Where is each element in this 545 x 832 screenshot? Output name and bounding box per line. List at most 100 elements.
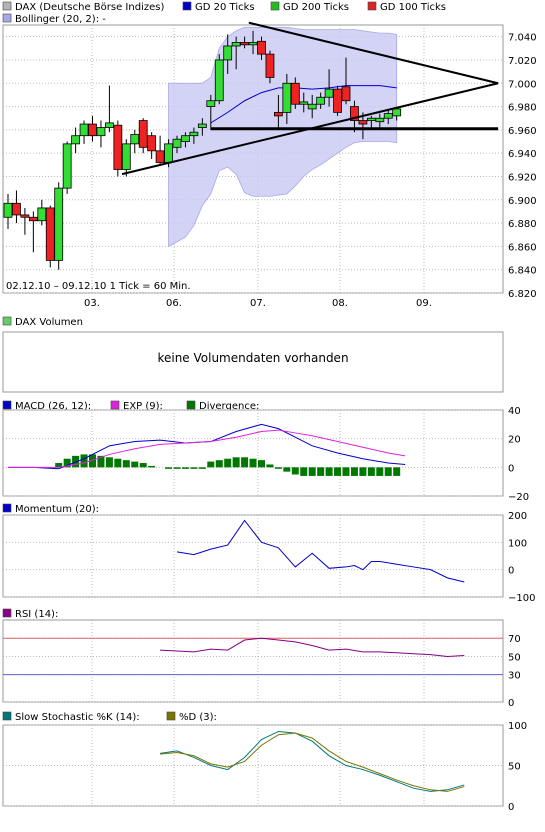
candle xyxy=(223,45,233,61)
candle xyxy=(273,111,283,117)
macd-divergence-bar xyxy=(97,455,105,468)
main-y-tick: 6.820 xyxy=(508,289,537,300)
main-y-tick: 6.960 xyxy=(508,126,537,137)
candle xyxy=(20,214,30,218)
macd-divergence-bar xyxy=(232,457,240,468)
rsi-y-tick: 0 xyxy=(508,698,514,709)
candle xyxy=(341,86,351,102)
macd-legend-label-0: MACD (26, 12): xyxy=(15,401,91,412)
stoch-series-0 xyxy=(160,730,465,792)
candle xyxy=(375,117,385,123)
candle xyxy=(130,134,140,145)
stoch-y-tick: 100 xyxy=(508,721,527,732)
macd-divergence-bar xyxy=(131,461,139,468)
rsi-y-tick: 30 xyxy=(508,671,521,682)
macd-divergence-bar xyxy=(165,467,173,469)
candle xyxy=(358,120,368,125)
momentum-series-0 xyxy=(176,519,465,583)
macd-divergence-bar xyxy=(376,467,384,476)
macd-divergence-bar xyxy=(249,458,257,468)
macd-divergence-bar xyxy=(258,460,265,468)
candle xyxy=(45,207,55,261)
macd-divergence-bar xyxy=(181,467,189,469)
macd-divergence-bar xyxy=(89,454,96,468)
volume-legend-label: DAX Volumen xyxy=(15,317,83,328)
candle xyxy=(164,143,173,163)
candle xyxy=(392,108,402,117)
macd-divergence-bar xyxy=(63,458,71,468)
candle xyxy=(307,103,317,110)
candle xyxy=(28,216,38,222)
stoch-legend-swatch-1 xyxy=(166,711,176,721)
macd-divergence-bar xyxy=(393,467,401,476)
x-tick: 09. xyxy=(416,298,432,309)
candle xyxy=(147,135,157,152)
momentum-y-tick: −100 xyxy=(508,593,535,604)
main-y-tick: 6.840 xyxy=(508,266,537,277)
x-tick: 08. xyxy=(332,298,348,309)
bollinger-legend-swatch xyxy=(2,13,12,23)
candle xyxy=(172,138,182,148)
stoch-y-tick: 0 xyxy=(508,802,514,813)
momentum-y-tick: 100 xyxy=(508,538,527,549)
stoch-legend-label-1: %D (3): xyxy=(179,712,217,723)
candle xyxy=(189,131,199,137)
rsi-legend-label: RSI (14): xyxy=(15,609,58,620)
date-range: 02.12.10 – 09.12.10 1 Tick = 60 Min. xyxy=(6,281,191,292)
candle xyxy=(240,42,250,46)
rsi-series-0 xyxy=(160,637,465,657)
macd-divergence-bar xyxy=(114,458,122,468)
macd-divergence-bar xyxy=(308,467,316,476)
main-legend-swatch-1 xyxy=(182,1,192,11)
candle xyxy=(181,135,190,142)
rsi-panel xyxy=(2,619,504,703)
candle xyxy=(155,150,165,163)
candle xyxy=(290,82,300,105)
macd-divergence-bar xyxy=(80,454,88,468)
macd-divergence-bar xyxy=(122,460,130,468)
candle xyxy=(197,123,207,128)
macd-legend-label-2: Divergence: xyxy=(199,401,259,412)
candle xyxy=(299,101,309,105)
momentum-panel xyxy=(2,514,504,598)
macd-y-tick: 0 xyxy=(508,463,514,474)
macd-divergence-bar xyxy=(359,467,367,476)
momentum-y-tick: 200 xyxy=(508,511,527,522)
candle xyxy=(316,96,326,105)
main-legend-label-0: DAX (Deutsche Börse Indizes) xyxy=(15,2,164,13)
macd-divergence-bar xyxy=(317,467,325,476)
candle xyxy=(333,88,342,113)
macd-legend-label-1: EXP (9): xyxy=(123,401,163,412)
bollinger-band xyxy=(168,26,398,248)
macd-divergence-bar xyxy=(55,463,63,468)
main-y-tick: 6.940 xyxy=(508,149,537,160)
macd-divergence-bar xyxy=(300,467,308,476)
macd-divergence-bar xyxy=(241,457,249,468)
macd-legend-swatch-1 xyxy=(110,400,120,410)
candle xyxy=(79,123,89,137)
macd-divergence-bar xyxy=(274,467,282,469)
candle xyxy=(282,82,292,113)
macd-divergence-bar xyxy=(325,467,333,476)
candle xyxy=(121,143,131,170)
candle xyxy=(265,53,275,78)
macd-divergence-bar xyxy=(207,461,215,468)
momentum-y-tick: 0 xyxy=(508,566,514,577)
macd-divergence-bar xyxy=(105,457,113,468)
macd-divergence-bar xyxy=(173,467,181,469)
macd-legend-swatch-0 xyxy=(2,400,12,410)
momentum-legend-label: Momentum (20): xyxy=(15,504,99,515)
main-y-tick: 6.980 xyxy=(508,103,537,114)
candle xyxy=(12,202,21,216)
stoch-legend-swatch-0 xyxy=(2,711,12,721)
candle xyxy=(71,135,80,145)
macd-legend-swatch-2 xyxy=(186,400,196,410)
x-tick: 03. xyxy=(84,298,100,309)
main-y-tick: 6.920 xyxy=(508,172,537,183)
candle xyxy=(96,127,106,137)
bollinger-legend-label: Bollinger (20, 2): - xyxy=(15,14,106,25)
macd-divergence-bar xyxy=(291,467,299,475)
candle xyxy=(113,124,123,170)
macd-divergence-bar xyxy=(367,467,375,476)
